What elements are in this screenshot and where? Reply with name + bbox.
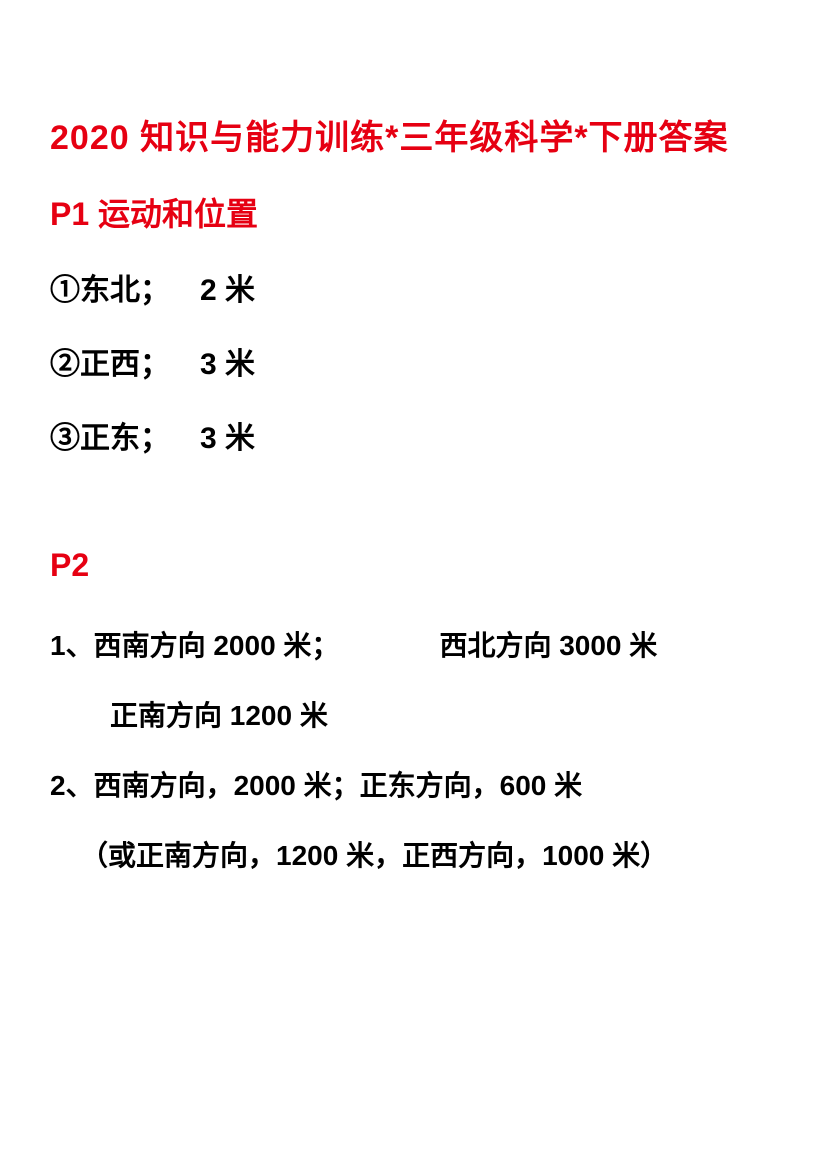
answer-distance: 3 米 bbox=[200, 422, 255, 455]
answer-item-3: ③正东； 3 米 bbox=[50, 413, 777, 457]
section-1-heading: P1 运动和位置 bbox=[50, 189, 777, 235]
section-2-heading: P2 bbox=[50, 547, 777, 584]
item-number: 1、 bbox=[50, 630, 94, 661]
item-text: （或正南方向，1200 米，正西方向，1000 米） bbox=[80, 840, 668, 871]
answer-item-2: ②正西； 3 米 bbox=[50, 339, 777, 383]
p2-item-2-line-2: （或正南方向，1200 米，正西方向，1000 米） bbox=[50, 834, 777, 874]
item-text: 西北方向 3000 米 bbox=[439, 630, 657, 661]
answer-item-1: ①东北； 2 米 bbox=[50, 265, 777, 309]
item-text: 西南方向，2000 米；正东方向，600 米 bbox=[94, 770, 583, 801]
document-title: 2020 知识与能力训练*三年级科学*下册答案 bbox=[50, 110, 777, 159]
item-text: 正南方向 1200 米 bbox=[110, 700, 328, 731]
item-number: 2、 bbox=[50, 770, 94, 801]
answer-distance: 2 米 bbox=[200, 274, 255, 307]
answer-direction: 正西； bbox=[80, 348, 170, 381]
p2-item-2-line-1: 2、西南方向，2000 米；正东方向，600 米 bbox=[50, 764, 777, 804]
p2-item-1-line-1: 1、西南方向 2000 米； 西北方向 3000 米 bbox=[50, 624, 777, 664]
answer-marker: ① bbox=[50, 274, 80, 307]
answer-distance: 3 米 bbox=[200, 348, 255, 381]
answer-marker: ② bbox=[50, 348, 80, 381]
answer-marker: ③ bbox=[50, 422, 80, 455]
answer-direction: 东北； bbox=[80, 274, 170, 307]
p2-item-1-line-2: 正南方向 1200 米 bbox=[50, 694, 777, 734]
item-text: 西南方向 2000 米； bbox=[94, 630, 340, 661]
answer-direction: 正东； bbox=[80, 422, 170, 455]
